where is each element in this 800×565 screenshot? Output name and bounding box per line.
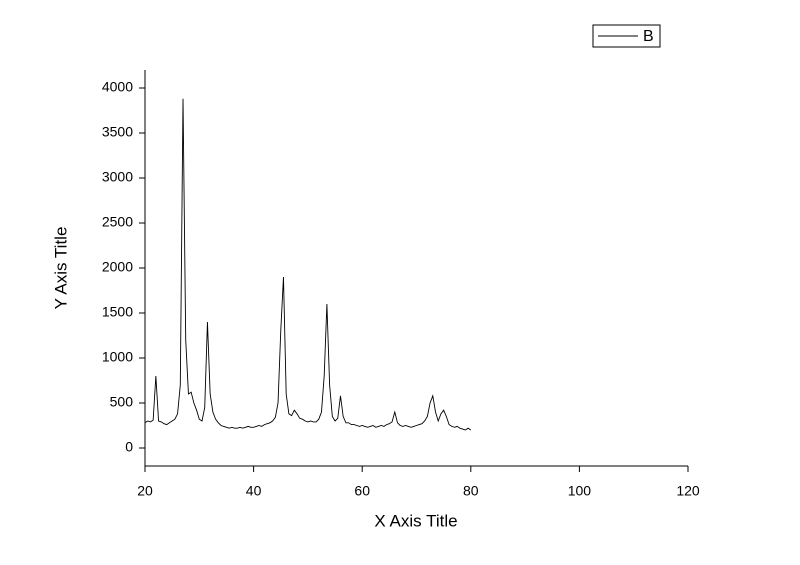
y-tick-label: 3000: [102, 169, 133, 185]
y-tick-label: 3500: [102, 124, 133, 140]
data-line: [144, 98, 472, 431]
y-tick-label: 2500: [102, 214, 133, 230]
x-tick-label: 120: [676, 483, 700, 499]
y-tick-label: 1000: [102, 349, 133, 365]
y-tick-label: 2000: [102, 259, 133, 275]
y-tick-label: 4000: [102, 79, 133, 95]
y-tick-label: 500: [110, 394, 134, 410]
y-tick-label: 0: [125, 439, 133, 455]
x-tick-label: 20: [137, 483, 153, 499]
x-tick-label: 100: [568, 483, 592, 499]
x-axis-title: X Axis Title: [374, 511, 457, 530]
legend-label: B: [643, 28, 654, 45]
x-tick-label: 60: [354, 483, 370, 499]
y-tick-label: 1500: [102, 304, 133, 320]
y-axis-title: Y Axis Title: [51, 227, 70, 310]
x-tick-label: 40: [246, 483, 262, 499]
x-tick-label: 80: [463, 483, 479, 499]
